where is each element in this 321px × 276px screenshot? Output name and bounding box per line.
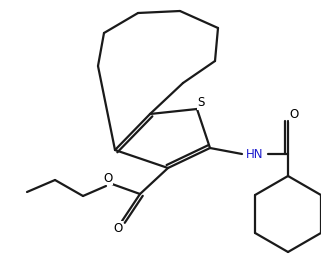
Text: O: O <box>103 171 113 184</box>
Text: O: O <box>289 108 299 121</box>
Text: O: O <box>113 222 123 235</box>
Text: HN: HN <box>246 147 264 161</box>
Text: S: S <box>197 97 205 110</box>
